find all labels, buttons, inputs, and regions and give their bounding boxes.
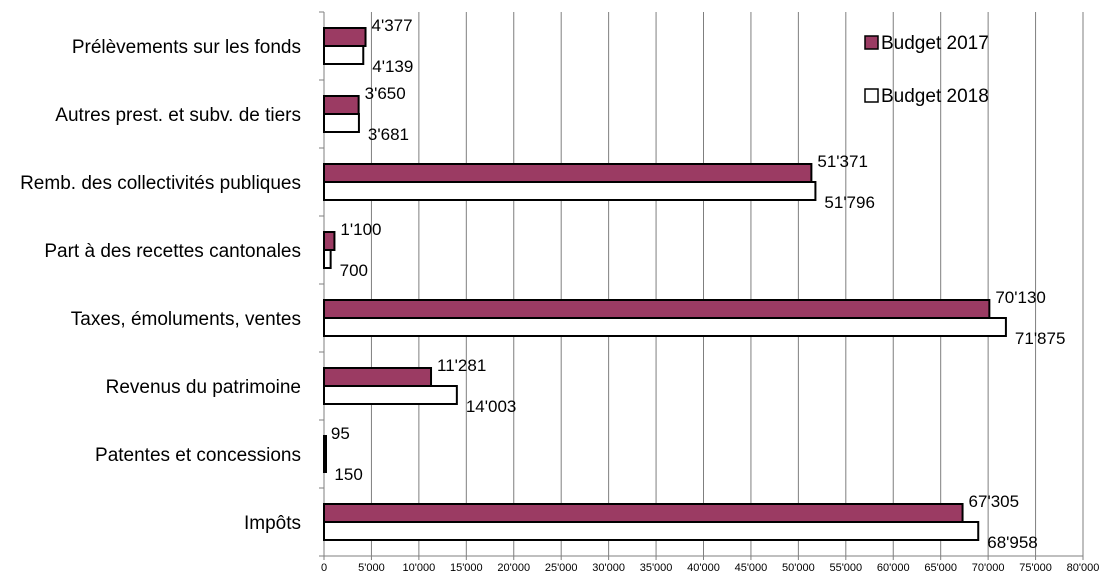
bar-budget-2017 [323, 503, 964, 523]
data-label: 1'100 [340, 220, 381, 239]
x-tick-labels: 0 5'000 10'000 15'000 20'000 25'000 30'000 35'0… [321, 562, 1099, 574]
bar-budget-2017 [323, 95, 360, 115]
x-tick-label: 15'000 [450, 562, 483, 574]
x-tick-label: 55'000 [829, 562, 862, 574]
x-tick-label: 35'000 [640, 562, 673, 574]
legend-label: Budget 2018 [881, 86, 989, 107]
data-label: 3'650 [365, 84, 406, 103]
x-tick-label: 30'000 [592, 562, 625, 574]
data-label: 95 [331, 424, 350, 443]
x-tick-label: 70'000 [972, 562, 1005, 574]
data-label: 68'958 [987, 533, 1038, 552]
bar-budget-2017 [323, 367, 433, 387]
x-tick-label: 5'000 [358, 562, 385, 574]
data-labels: 4'377 4'139 3'650 3'681 51'371 51'796 1'100 700… [331, 16, 1066, 552]
x-tick-label: 20'000 [497, 562, 530, 574]
data-label: 700 [340, 261, 368, 280]
data-label: 3'681 [368, 125, 409, 144]
data-label: 51'371 [817, 152, 868, 171]
bar-budget-2017 [323, 435, 327, 455]
legend-swatch [864, 35, 879, 50]
x-tick-label: 0 [321, 562, 327, 574]
category-label: Autres prest. et subv. de tiers [55, 105, 301, 126]
category-label: Revenus du patrimoine [106, 377, 301, 398]
x-tick-label: 50'000 [782, 562, 815, 574]
category-label: Taxes, émoluments, ventes [71, 309, 301, 330]
bars [323, 27, 1007, 541]
data-label: 4'377 [372, 16, 413, 35]
bar-budget-2017 [323, 163, 813, 183]
bar-budget-2018 [323, 521, 980, 541]
category-label: Remb. des collectivités publiques [20, 173, 301, 194]
data-label: 11'281 [437, 356, 486, 375]
legend-label: Budget 2017 [881, 33, 989, 54]
gridlines [319, 11, 1084, 560]
data-label: 14'003 [466, 397, 517, 416]
x-tick-label: 60'000 [877, 562, 910, 574]
bar-budget-2018 [323, 113, 360, 133]
data-label: 4'139 [372, 57, 413, 76]
x-tick-label: 40'000 [687, 562, 720, 574]
legend: Budget 2017 Budget 2018 [864, 33, 989, 107]
data-label: 70'130 [995, 288, 1046, 307]
category-labels: Prélèvements sur les fonds Autres prest. … [20, 37, 301, 534]
data-label: 67'305 [969, 492, 1020, 511]
x-tick-label: 25'000 [545, 562, 578, 574]
x-tick-label: 45'000 [735, 562, 768, 574]
bar-budget-2018 [323, 45, 365, 65]
bar-budget-2018 [323, 249, 332, 269]
category-label: Impôts [244, 513, 301, 534]
bar-budget-2018 [323, 453, 327, 473]
legend-swatch [864, 88, 879, 103]
bar-budget-2017 [323, 231, 336, 251]
x-tick-label: 75'000 [1019, 562, 1052, 574]
x-tick-label: 10'000 [403, 562, 436, 574]
category-label: Patentes et concessions [95, 445, 301, 466]
data-label: 150 [334, 465, 362, 484]
data-label: 71'875 [1015, 329, 1066, 348]
category-label: Part à des recettes cantonales [44, 241, 301, 262]
bar-budget-2017 [323, 299, 991, 319]
bar-budget-2018 [323, 317, 1007, 337]
bar-budget-2018 [323, 181, 817, 201]
bar-budget-2017 [323, 27, 367, 47]
data-label: 51'796 [824, 193, 875, 212]
x-tick-label: 65'000 [924, 562, 957, 574]
x-tick-label: 80'000 [1067, 562, 1100, 574]
bar-budget-2018 [323, 385, 458, 405]
category-label: Prélèvements sur les fonds [72, 37, 301, 58]
